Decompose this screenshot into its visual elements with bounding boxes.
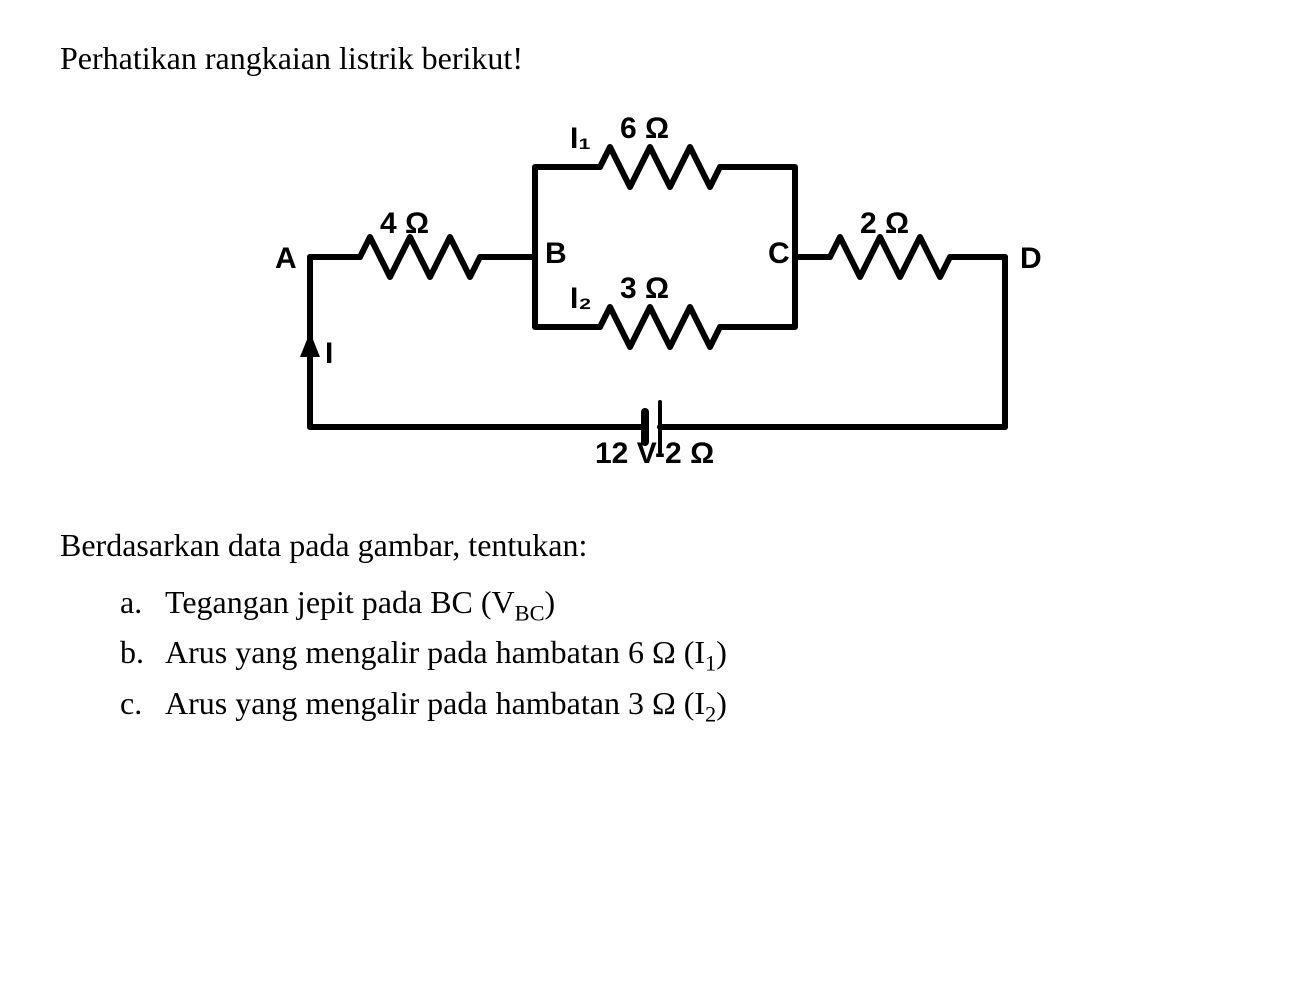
options-list: a. Tegangan jepit pada BC (VBC) b. Arus …: [60, 584, 1240, 727]
r2-label: 4 Ω: [380, 207, 429, 241]
option-b-text: Arus yang mengalir pada hambatan 6 Ω (I1…: [165, 634, 727, 676]
i2-label: I₂: [570, 282, 592, 316]
r3-label: 3 Ω: [620, 272, 669, 306]
r4-label: 2 Ω: [860, 207, 909, 241]
option-b-letter: b.: [120, 634, 165, 676]
r1-label: 6 Ω: [620, 112, 669, 146]
i1-label: I₁: [570, 122, 591, 156]
option-b: b. Arus yang mengalir pada hambatan 6 Ω …: [120, 634, 1240, 676]
question-text: Berdasarkan data pada gambar, tentukan:: [60, 527, 1240, 564]
node-c: C: [768, 237, 790, 271]
instruction-text: Perhatikan rangkaian listrik berikut!: [60, 40, 1240, 77]
circuit-diagram: I₁ 6 Ω 4 Ω I₂ 3 Ω 2 Ω 12 V-2 Ω A B C D I: [250, 107, 1050, 487]
option-a: a. Tegangan jepit pada BC (VBC): [120, 584, 1240, 626]
node-b: B: [545, 237, 567, 271]
i-label: I: [325, 337, 333, 371]
option-c-letter: c.: [120, 685, 165, 727]
option-a-letter: a.: [120, 584, 165, 626]
option-a-text: Tegangan jepit pada BC (VBC): [165, 584, 555, 626]
option-c-text: Arus yang mengalir pada hambatan 3 Ω (I2…: [165, 685, 727, 727]
source-label: 12 V-2 Ω: [595, 437, 714, 471]
node-a: A: [275, 242, 297, 276]
node-d: D: [1020, 242, 1042, 276]
option-c: c. Arus yang mengalir pada hambatan 3 Ω …: [120, 685, 1240, 727]
